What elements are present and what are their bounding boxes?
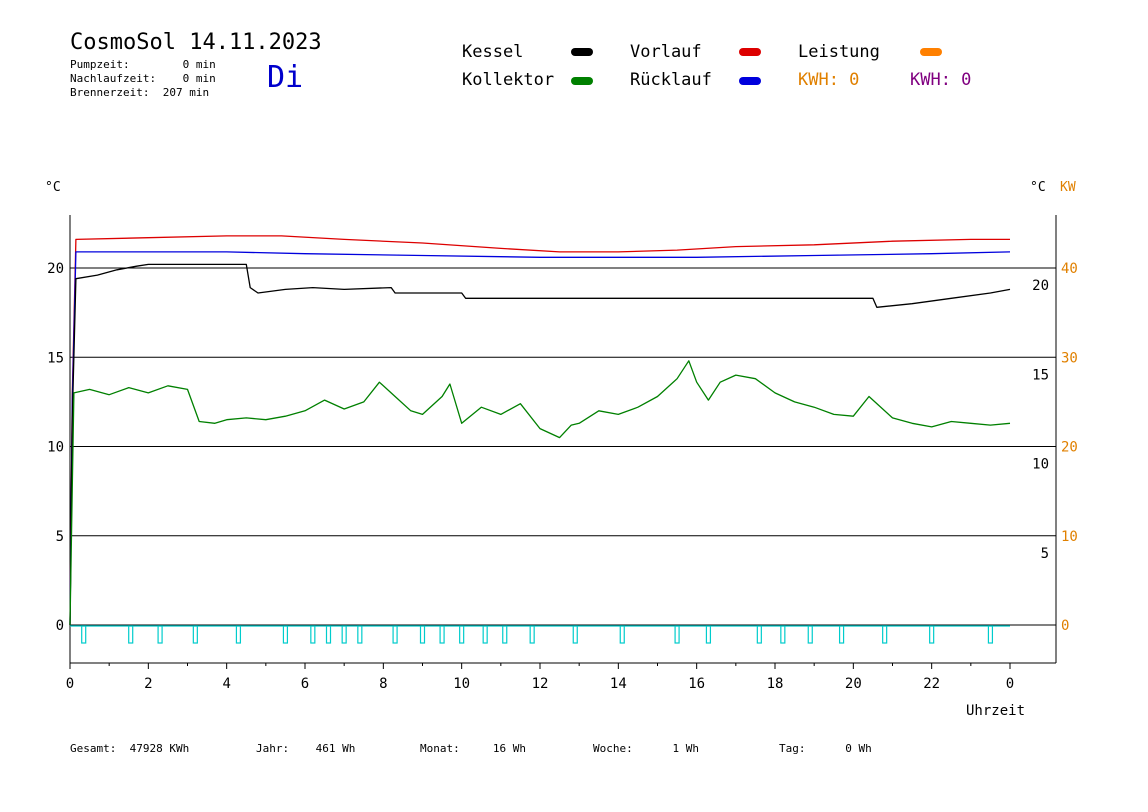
kessel-line — [69, 263, 1011, 626]
right-kw-tick-label: 10 — [1061, 529, 1078, 545]
pumpzeit-stat: Pumpzeit: 0 min — [70, 58, 216, 71]
x-tick-label: 22 — [923, 676, 940, 692]
weekday-label: Di — [267, 60, 304, 95]
legend-vorlauf-swatch — [739, 48, 761, 56]
pump-event-marker — [929, 625, 935, 644]
x-tick-label: 10 — [453, 676, 470, 692]
left-tick-label: 10 — [47, 440, 64, 456]
right-unit-kw-label: KW — [1060, 180, 1076, 195]
pump-event-marker — [882, 625, 888, 644]
chart-title: CosmoSol 14.11.2023 — [70, 30, 322, 55]
pump-event-marker — [392, 625, 398, 644]
legend-kessel-swatch — [571, 48, 593, 56]
right-c-tick-label: 20 — [1032, 278, 1049, 294]
chart-axes — [69, 215, 1057, 669]
pump-event-marker — [419, 625, 426, 644]
pump-event-marker — [705, 625, 712, 644]
pump-event-marker — [529, 625, 535, 644]
pump-event-marker — [459, 625, 465, 644]
x-tick-label: 18 — [767, 676, 784, 692]
right-kw-tick-label: 40 — [1061, 261, 1078, 277]
kollektor-line — [69, 360, 1011, 626]
right-unit-c-label: °C — [1030, 180, 1046, 195]
right-c-tick-label: 5 — [1041, 546, 1049, 562]
footer-monat: Monat: 16 Wh — [420, 742, 526, 755]
legend-kollektor-swatch — [571, 77, 593, 85]
legend-vorlauf-label: Vorlauf — [630, 42, 702, 62]
chart-labels: °C °C KW 20 15 10 5 0 20 15 10 5 40 30 20 10 0 0 2 4 6 8 10 12 1… — [45, 180, 1078, 719]
right-kw-tick-label: 0 — [1061, 618, 1069, 634]
left-tick-label: 5 — [56, 529, 64, 545]
legend-kollektor-label: Kollektor — [462, 70, 555, 90]
pump-events — [70, 625, 1010, 644]
right-kw-tick-label: 20 — [1061, 440, 1078, 456]
left-tick-label: 20 — [47, 261, 64, 277]
chart-series — [69, 235, 1011, 626]
left-unit-label: °C — [45, 180, 61, 195]
x-tick-label: 20 — [845, 676, 862, 692]
x-tick-label: 4 — [222, 676, 230, 692]
right-c-tick-label: 15 — [1032, 367, 1049, 383]
right-c-tick-label: 10 — [1032, 457, 1049, 473]
legend-ruecklauf-swatch — [739, 77, 761, 85]
legend-kessel-label: Kessel — [462, 42, 524, 62]
footer-gesamt: Gesamt: 47928 KWh — [70, 742, 190, 755]
pump-event-marker — [81, 625, 87, 644]
pump-event-marker — [674, 625, 680, 644]
x-tick-label: 2 — [144, 676, 152, 692]
x-tick-label: 14 — [610, 676, 627, 692]
footer-woche: Woche: 1 Wh — [593, 742, 699, 755]
x-tick-label: 0 — [66, 676, 74, 692]
pump-event-marker — [192, 625, 198, 644]
x-tick-label: 16 — [688, 676, 705, 692]
pump-event-marker — [128, 625, 134, 644]
left-tick-label: 15 — [47, 350, 64, 366]
pump-event-marker — [502, 625, 508, 644]
pump-event-marker — [325, 625, 332, 644]
pump-event-marker — [838, 625, 845, 644]
left-tick-label: 0 — [56, 618, 64, 634]
pump-event-marker — [157, 625, 163, 644]
chart-grid — [70, 267, 1056, 626]
legend-leistung-label: Leistung — [798, 42, 880, 62]
x-tick-label: 8 — [379, 676, 387, 692]
legend-leistung-swatch — [920, 48, 942, 56]
kwh-purple-label: KWH: 0 — [910, 70, 972, 90]
pump-event-marker — [282, 625, 289, 644]
footer-tag: Tag: 0 Wh — [779, 742, 872, 755]
vorlauf-line — [69, 235, 1010, 626]
pump-event-marker — [341, 625, 347, 644]
pump-event-marker — [756, 625, 762, 644]
pump-event-marker — [807, 625, 813, 644]
x-tick-label: 12 — [532, 676, 549, 692]
pump-event-marker — [987, 625, 994, 644]
x-tick-label: 6 — [301, 676, 309, 692]
x-tick-label: 0 — [1006, 676, 1014, 692]
footer-jahr: Jahr: 461 Wh — [256, 742, 356, 755]
right-kw-tick-label: 30 — [1061, 350, 1078, 366]
pump-event-marker — [235, 625, 242, 644]
pump-event-marker — [780, 625, 786, 644]
x-axis-title: Uhrzeit — [966, 703, 1025, 719]
pump-event-marker — [572, 625, 578, 644]
pump-event-marker — [310, 625, 316, 644]
pump-event-marker — [439, 625, 445, 644]
pump-event-marker — [357, 625, 363, 644]
pump-event-marker — [619, 625, 625, 644]
legend-ruecklauf-label: Rücklauf — [630, 70, 712, 90]
brennerzeit-stat: Brennerzeit: 207 min — [70, 86, 210, 99]
ruecklauf-line — [69, 251, 1011, 626]
nachlaufzeit-stat: Nachlaufzeit: 0 min — [70, 72, 216, 85]
kwh-orange-label: KWH: 0 — [798, 70, 860, 90]
pump-event-marker — [482, 625, 488, 644]
